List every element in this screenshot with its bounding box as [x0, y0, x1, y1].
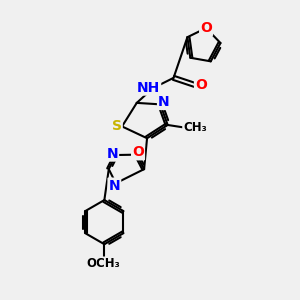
- Text: N: N: [158, 95, 170, 109]
- Text: OCH₃: OCH₃: [86, 257, 120, 271]
- Text: N: N: [109, 178, 120, 193]
- Text: O: O: [195, 78, 207, 92]
- Text: S: S: [112, 119, 122, 134]
- Text: O: O: [200, 21, 212, 35]
- Text: CH₃: CH₃: [183, 122, 207, 134]
- Text: N: N: [106, 147, 118, 160]
- Text: O: O: [132, 145, 144, 159]
- Text: NH: NH: [137, 81, 160, 94]
